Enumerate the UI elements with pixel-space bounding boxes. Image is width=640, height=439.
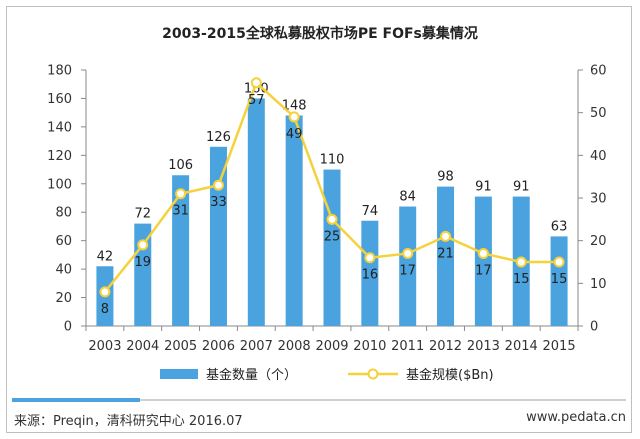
- x-tick-label: 2004: [126, 339, 159, 354]
- x-tick-label: 2015: [543, 339, 576, 354]
- bar: [285, 115, 303, 326]
- x-tick-label: 2013: [467, 339, 500, 354]
- bar: [172, 175, 190, 326]
- left-tick-label: 20: [55, 291, 72, 306]
- x-tick-label: 2010: [353, 339, 386, 354]
- website-label: www.pedata.cn: [526, 410, 626, 425]
- bar: [209, 146, 227, 326]
- x-tick-label: 2011: [391, 339, 424, 354]
- x-tick-label: 2012: [429, 339, 462, 354]
- bar: [437, 186, 455, 326]
- left-tick-label: 180: [47, 64, 72, 79]
- left-tick-label: 100: [47, 177, 72, 192]
- footer-divider: [140, 399, 626, 401]
- bar-value-label: 63: [551, 219, 568, 234]
- right-tick-label: 20: [590, 234, 607, 249]
- line-value-label: 17: [475, 263, 492, 278]
- left-tick-label: 120: [47, 149, 72, 164]
- left-tick-label: 40: [55, 263, 72, 278]
- line-point: [402, 247, 414, 259]
- bar-value-label: 72: [134, 207, 151, 222]
- line-point: [326, 213, 338, 225]
- bar: [323, 169, 341, 326]
- line-point: [477, 247, 489, 259]
- line-point: [553, 256, 565, 268]
- bar: [247, 98, 265, 326]
- line-point: [440, 230, 452, 242]
- line-value-label: 31: [172, 204, 189, 219]
- bar-value-label: 160: [244, 81, 269, 96]
- bar-value-label: 74: [362, 204, 379, 219]
- line-value-label: 57: [248, 93, 265, 108]
- left-tick-label: 60: [55, 234, 72, 249]
- legend-line-marker: [367, 368, 379, 380]
- line-value-label: 15: [513, 272, 530, 287]
- line-point: [175, 188, 187, 200]
- legend-bar-label: 基金数量（个）: [206, 367, 297, 383]
- x-tick-label: 2003: [88, 339, 121, 354]
- bar: [361, 220, 379, 326]
- bar-value-label: 148: [282, 99, 307, 114]
- bar-value-label: 42: [97, 249, 114, 264]
- x-tick-label: 2009: [315, 339, 348, 354]
- x-tick-label: 2006: [202, 339, 235, 354]
- right-tick-label: 40: [590, 149, 607, 164]
- left-tick-label: 140: [47, 120, 72, 135]
- bar: [474, 196, 492, 326]
- line-point: [212, 179, 224, 191]
- line-point: [250, 77, 262, 89]
- x-tick-label: 2008: [278, 339, 311, 354]
- line-value-label: 15: [551, 272, 568, 287]
- bar-value-label: 126: [206, 130, 231, 145]
- line-value-label: 49: [286, 127, 303, 142]
- line-value-label: 21: [437, 246, 454, 261]
- line-value-label: 16: [362, 268, 379, 283]
- line-point: [515, 256, 527, 268]
- legend-line-label: 基金规模($Bn): [406, 367, 494, 383]
- right-tick-label: 30: [590, 192, 607, 207]
- right-tick-label: 50: [590, 106, 607, 121]
- line-point: [99, 286, 111, 298]
- legend-bar-swatch: [160, 369, 198, 379]
- line-value-label: 17: [399, 263, 416, 278]
- line-value-label: 19: [134, 255, 151, 270]
- left-tick-label: 80: [55, 206, 72, 221]
- bar-value-label: 110: [320, 153, 345, 168]
- bar: [399, 206, 417, 326]
- footer-accent-bar: [12, 398, 140, 402]
- bar-value-label: 91: [475, 180, 492, 195]
- right-tick-label: 10: [590, 277, 607, 292]
- line-point: [137, 239, 149, 251]
- line-point: [288, 111, 300, 123]
- left-tick-label: 0: [64, 320, 72, 335]
- bar-value-label: 106: [168, 158, 193, 173]
- left-tick-label: 160: [47, 92, 72, 107]
- x-tick-label: 2005: [164, 339, 197, 354]
- chart-title: 2003-2015全球私募股权市场PE FOFs募集情况: [162, 25, 478, 42]
- line-value-label: 8: [101, 302, 109, 317]
- line-value-label: 25: [324, 229, 341, 244]
- x-tick-label: 2007: [240, 339, 273, 354]
- right-tick-label: 60: [590, 64, 607, 79]
- x-tick-label: 2014: [505, 339, 538, 354]
- bar-value-label: 91: [513, 180, 530, 195]
- right-tick-label: 0: [590, 320, 598, 335]
- source-note: 来源：Preqin，清科研究中心 2016.07: [14, 414, 243, 429]
- bar-value-label: 98: [437, 170, 454, 185]
- line-value-label: 33: [210, 195, 227, 210]
- line-point: [364, 252, 376, 264]
- bar-value-label: 84: [399, 190, 416, 205]
